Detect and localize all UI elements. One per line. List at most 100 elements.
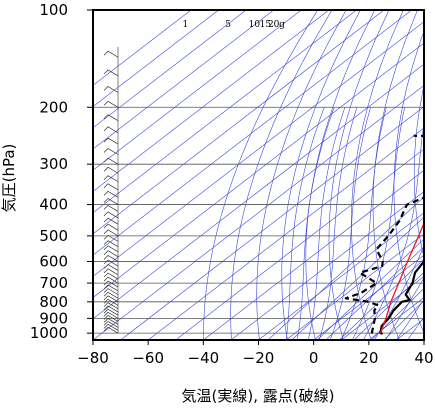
mixing-ratio-line — [383, 300, 424, 340]
x-tick-label: 20 — [359, 349, 378, 367]
wind-barb — [103, 320, 119, 328]
background-lines — [93, 10, 424, 340]
wind-barb — [103, 264, 119, 271]
wind-barb — [103, 190, 119, 198]
isotherm-line — [93, 10, 412, 256]
parcel-red-line — [379, 221, 424, 334]
wind-barb — [103, 326, 119, 334]
wind-barb — [103, 234, 119, 242]
wind-barb — [103, 280, 119, 288]
wind-barb — [103, 298, 119, 306]
wind-barb — [103, 284, 119, 292]
moist-adiabat-line — [374, 244, 424, 340]
wind-barb — [103, 245, 119, 253]
dry-adiabat-line — [281, 10, 361, 340]
isotherm-line — [93, 21, 424, 277]
y-tick-label: 600 — [39, 252, 68, 270]
wind-barb — [103, 198, 119, 205]
wind-barb — [103, 255, 119, 262]
x-tick-label: −80 — [77, 349, 109, 367]
x-tick-labels: −80 −60 −40 −20 0 20 40 — [77, 340, 434, 367]
wind-barb — [103, 318, 119, 325]
dry-adiabat-line — [328, 10, 390, 340]
wind-barb — [103, 166, 119, 174]
mixing-ratio-label: 1 — [183, 20, 189, 30]
mixing-ratio-line — [325, 246, 424, 340]
wind-barb — [103, 204, 119, 212]
y-tick-label: 800 — [39, 293, 68, 311]
mixing-ratio-label: g — [279, 20, 285, 30]
wind-barb — [103, 114, 119, 121]
wind-barb — [103, 211, 119, 219]
wind-barb — [103, 250, 119, 258]
isotherm-line — [93, 63, 424, 320]
mixing-ratio-line — [339, 258, 424, 340]
wind-barb — [103, 175, 119, 183]
mixing-ratio-label: 5 — [225, 20, 231, 30]
x-axis-title: 気温(実線), 露点(破線) — [182, 387, 335, 405]
y-tick-label: 700 — [39, 274, 68, 292]
x-tick-label: −60 — [132, 349, 164, 367]
wind-barb — [103, 311, 119, 319]
wind-barb — [103, 148, 119, 155]
isotherm-line — [258, 212, 424, 340]
isotherm-line — [285, 233, 424, 340]
isotherm-line — [93, 10, 302, 171]
dry-adiabat-line — [393, 30, 424, 334]
wind-barb — [103, 240, 119, 247]
wind-barb — [103, 323, 119, 331]
wind-barb — [103, 315, 119, 322]
wind-barb — [103, 305, 119, 313]
wind-barb — [103, 302, 119, 309]
moist-adiabat-line — [352, 107, 405, 340]
wind-barb — [103, 217, 119, 225]
moist-adiabat-line — [318, 107, 358, 340]
x-tick-label: 0 — [309, 349, 319, 367]
y-tick-label: 1000 — [30, 324, 68, 342]
wind-barb — [103, 86, 119, 93]
isotherm-line — [313, 254, 424, 340]
temperature-solid-line — [379, 259, 424, 335]
y-tick-label: 400 — [39, 196, 68, 214]
wind-barb — [103, 100, 119, 108]
y-tick-label: 100 — [39, 1, 68, 19]
wind-barb — [103, 126, 119, 134]
dry-adiabat-line — [351, 10, 404, 340]
moist-adiabat-line — [407, 316, 424, 340]
wind-barb — [103, 268, 119, 276]
wind-barb — [103, 50, 119, 58]
x-tick-label: −20 — [243, 349, 275, 367]
wind-barb — [103, 291, 119, 299]
dewpoint-dashed-line — [344, 134, 424, 334]
moist-adiabat-line — [396, 298, 424, 340]
dry-adiabat-line — [305, 10, 375, 340]
wind-barb — [103, 295, 119, 303]
moist-adiabat-line — [329, 107, 371, 340]
isotherm-line — [93, 10, 192, 86]
y-tick-label: 200 — [39, 98, 68, 116]
wind-barb — [103, 69, 119, 77]
isotherm-line — [93, 10, 219, 107]
wind-barb — [103, 229, 119, 237]
mixing-ratio-label: 15 — [260, 20, 272, 30]
isotherm-line — [203, 169, 424, 340]
isotherm-line — [147, 127, 424, 340]
isotherm-line — [93, 10, 274, 150]
wind-barb — [103, 259, 119, 267]
wind-barb — [103, 276, 119, 284]
x-tick-label: 40 — [414, 349, 433, 367]
isotherm-line — [93, 10, 330, 192]
wind-barb — [103, 308, 119, 316]
wind-barb — [103, 157, 119, 165]
dry-adiabat-line — [372, 10, 418, 340]
mixing-ratio-line — [371, 288, 424, 340]
mixing-ratio-label: 10 — [249, 20, 261, 30]
sounding-profiles — [344, 134, 424, 335]
x-tick-label: −40 — [188, 349, 220, 367]
isotherm-line — [230, 191, 424, 340]
isotherm-line — [423, 339, 424, 340]
y-tick-label: 500 — [39, 227, 68, 245]
